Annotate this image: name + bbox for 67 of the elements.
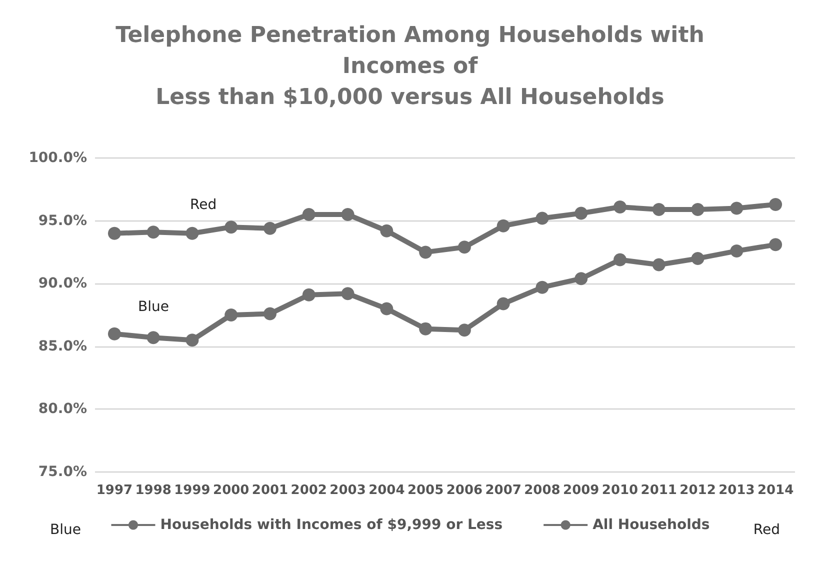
point — [341, 208, 354, 222]
x-tick-label: 2002 — [290, 483, 327, 498]
point — [730, 244, 744, 258]
y-tick-label: 100.0% — [28, 150, 87, 166]
point — [536, 212, 549, 225]
point — [691, 252, 704, 265]
x-tick-label: 2006 — [446, 483, 483, 498]
annotation: Red — [190, 197, 217, 213]
point — [574, 272, 588, 286]
point — [264, 307, 276, 320]
point — [146, 331, 160, 344]
point — [380, 224, 394, 238]
x-tick-label: 2003 — [330, 483, 366, 498]
x-tick-label: 2014 — [757, 483, 794, 498]
x-tick-label: 2004 — [368, 483, 405, 498]
text: Blue — [50, 522, 81, 538]
y-tick-label: 90.0% — [38, 276, 87, 292]
point — [652, 203, 666, 216]
point — [224, 308, 238, 322]
point — [536, 280, 549, 294]
point — [458, 240, 471, 254]
point — [264, 222, 276, 235]
point — [769, 238, 782, 252]
point — [496, 219, 510, 232]
point — [341, 287, 354, 300]
point — [108, 226, 121, 240]
x-tick-label: 1998 — [135, 483, 172, 498]
y-tick-label: 80.0% — [38, 401, 87, 418]
annotation: Blue — [138, 299, 169, 315]
x-tick-label: 2000 — [213, 483, 250, 498]
point — [691, 203, 704, 216]
point — [614, 200, 626, 214]
point — [146, 226, 160, 239]
x-tick-label: 2001 — [252, 483, 288, 498]
point — [224, 220, 238, 234]
x-tick-label: 2012 — [680, 483, 716, 498]
point — [614, 253, 626, 266]
point — [186, 226, 199, 240]
point — [186, 334, 199, 347]
x-tick-label: 1999 — [174, 483, 210, 498]
chart-title: Telephone Penetration Among Households with Incomes of Less than $10,000 versus All Households — [116, 23, 704, 110]
point — [652, 258, 666, 272]
point — [730, 202, 744, 215]
x-tick-label: 2010 — [602, 483, 638, 498]
x-tick-label: 2013 — [718, 483, 755, 498]
point — [419, 246, 432, 259]
y-tick-label: 85.0% — [38, 338, 87, 354]
point — [302, 208, 316, 222]
point — [380, 302, 394, 316]
x-tick-label: 2007 — [485, 483, 522, 498]
x-tick-label: 2009 — [563, 483, 600, 498]
point — [458, 324, 471, 337]
point — [496, 297, 510, 310]
x-tick-label: 1997 — [96, 483, 133, 498]
x-tick-label: 2005 — [407, 483, 444, 498]
point — [574, 206, 588, 220]
legend-label: All Households — [592, 517, 710, 533]
point — [108, 327, 121, 340]
point — [419, 322, 432, 336]
text: Red — [753, 522, 780, 538]
legend-label: Households with Incomes of $9,999 or Less — [160, 517, 503, 533]
point — [302, 288, 316, 302]
x-tick-label: 2008 — [524, 483, 560, 498]
y-tick-label: 95.0% — [38, 212, 87, 229]
x-tick-label: 2011 — [640, 483, 677, 498]
y-tick-label: 75.0% — [38, 464, 87, 480]
point — [769, 198, 782, 211]
